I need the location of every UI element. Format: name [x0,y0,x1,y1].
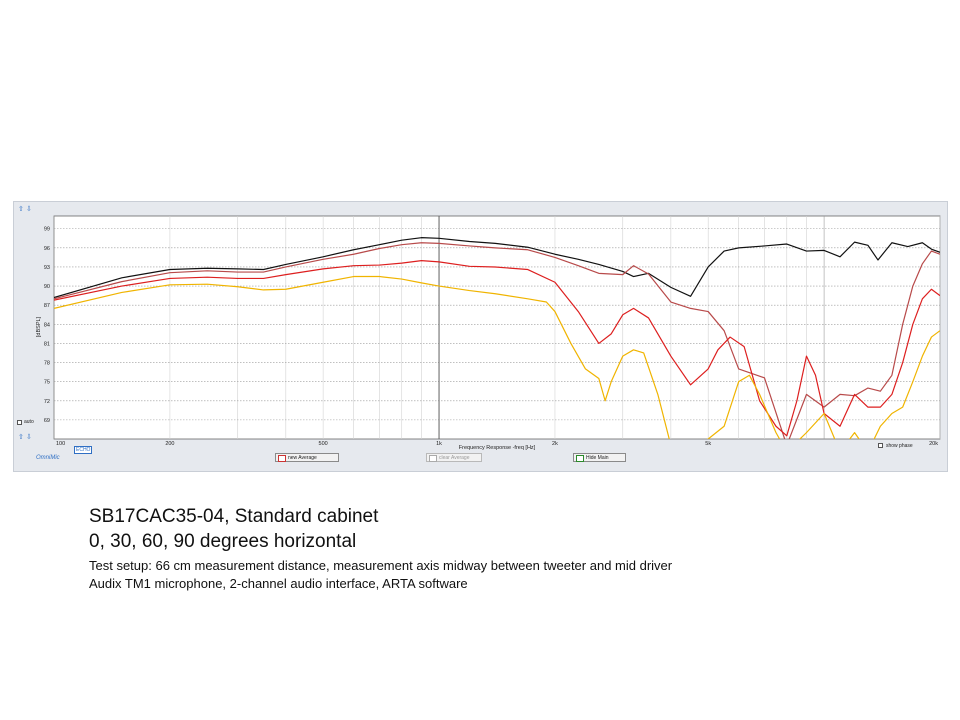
x-axis-label: Frequency Response -freq [Hz] [459,445,536,451]
plot-area [53,215,941,440]
new-average-button[interactable]: new Average [275,453,339,462]
y-tick-label: 87 [44,303,50,309]
x-tick-label: 1k [436,441,442,447]
y-tick-label: 84 [44,322,50,328]
caption-title: SB17CAC35-04, Standard cabinet [89,506,379,527]
new-average-label: new Average [288,455,317,461]
tick-labels: 69 72 75 78 81 84 87 90 93 96 99 100 200 500 1k 2k 5k 20k [44,227,938,447]
hide-main-label: Hide Main [586,455,609,461]
y-tick-label: 78 [44,361,50,367]
brand-label: OmniMic [36,455,60,461]
caption-subtitle: 0, 30, 60, 90 degrees horizontal [89,531,357,552]
y-tick-label: 69 [44,418,50,424]
measurement-window: 69 72 75 78 81 84 87 90 93 96 99 100 200 500 1k 2k 5k 20k… [13,201,948,472]
caption: SB17CAC35-04, Standard cabinet 0, 30, 60… [89,504,672,593]
curves [54,237,940,439]
y-tick-label: 75 [44,380,50,386]
scroll-up-arrow-icon[interactable]: ⇧ [18,206,24,213]
x-tick-label: 20k [929,441,938,447]
series-line-3 [54,275,940,439]
y-tick-label: 81 [44,341,50,347]
caption-equipment: Audix TM1 microphone, 2-channel audio in… [89,576,468,591]
grid-lines [53,216,941,439]
echo-indicator[interactable]: ECHO [74,446,93,454]
frequency-response-plot: 69 72 75 78 81 84 87 90 93 96 99 100 200 500 1k 2k 5k 20k… [36,215,941,451]
x-tick-label: 2k [552,441,558,447]
y-tick-label: 72 [44,399,50,405]
clear-average-icon [429,455,437,462]
scroll-down-arrow-icon[interactable]: ⇩ [26,206,32,213]
x-tick-label: 200 [165,441,174,447]
caption-test-setup: Test setup: 66 cm measurement distance, … [89,558,673,573]
clear-average-button[interactable]: clear Average [426,453,482,462]
x-tick-label: 500 [319,441,328,447]
x-tick-label: 5k [705,441,711,447]
up-arrow-icon[interactable]: ⇧ [18,434,24,441]
y-tick-label: 90 [44,284,50,290]
x-tick-label: 100 [56,441,65,447]
y-axis-label: [dBSPL] [36,316,42,337]
y-tick-label: 93 [44,265,50,271]
y-tick-label: 96 [44,246,50,252]
clear-average-label: clear Average [439,455,470,461]
series-line-0 [54,237,940,299]
hide-main-icon [576,455,584,462]
auto-checkbox[interactable] [17,420,22,425]
auto-label: auto [24,419,34,425]
series-line-2 [54,260,940,437]
hide-main-button[interactable]: Hide Main [573,453,626,462]
new-average-icon [278,455,286,462]
show-phase-label: show phase [886,443,913,449]
y-tick-label: 99 [44,227,50,233]
show-phase-checkbox[interactable] [878,443,883,448]
series-line-1 [54,242,940,439]
down-arrow-icon[interactable]: ⇩ [26,434,32,441]
